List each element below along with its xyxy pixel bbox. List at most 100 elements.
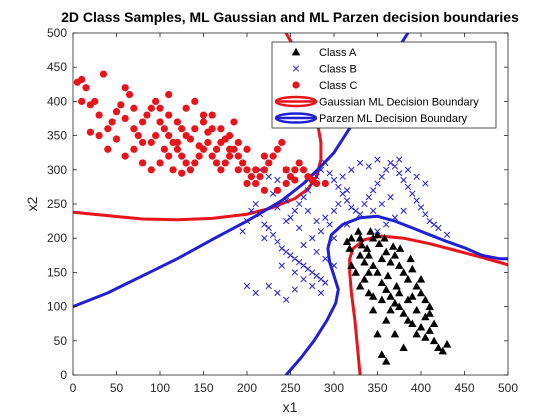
y-tick-label: 500 [47, 26, 67, 40]
class-c-point-100 [230, 118, 238, 126]
class-c-point-42 [252, 179, 260, 188]
class-c-point-38 [234, 152, 242, 160]
class-b-point-2 [243, 217, 251, 225]
class-c-point-52 [295, 159, 303, 167]
class-a-point-6 [368, 234, 378, 242]
class-b-point-76 [317, 228, 325, 235]
class-c-point-24 [173, 145, 181, 153]
class-b-point-42 [378, 173, 386, 180]
class-b-point-77 [326, 221, 333, 228]
class-c-point-94 [178, 125, 186, 133]
class-b-point-69 [317, 289, 325, 297]
class-a-point-65 [408, 292, 417, 300]
class-b-point-47 [400, 176, 407, 184]
class-b-point-58 [391, 214, 399, 221]
class-a-point-54 [355, 281, 365, 290]
class-b-point-25 [304, 187, 312, 194]
class-c-point-63 [121, 152, 129, 160]
class-a-point-4 [357, 240, 367, 249]
class-b-point-6 [261, 221, 268, 228]
class-b-point-88 [369, 207, 377, 214]
class-b-point-1 [239, 228, 246, 235]
x-tick-label: 400 [411, 381, 431, 395]
class-c-point-13 [125, 90, 134, 99]
class-a-point-50 [382, 316, 391, 324]
class-b-point-96 [304, 207, 312, 214]
class-a-point-33 [416, 322, 426, 331]
class-a-point-24 [377, 278, 387, 287]
class-b-point-53 [426, 217, 433, 225]
class-c-point-15 [134, 132, 142, 140]
chart-title: 2D Class Samples, ML Gaussian and ML Par… [61, 9, 519, 25]
class-a-point-45 [360, 275, 369, 283]
class-a-point-3 [354, 227, 363, 235]
class-c-point-81 [182, 104, 190, 112]
class-b-point-17 [309, 269, 316, 276]
class-c-point-2 [78, 75, 86, 84]
class-b-point-72 [282, 296, 290, 303]
class-b-point-36 [352, 207, 359, 214]
x-tick-label: 200 [237, 381, 257, 395]
class-a-point-47 [347, 261, 356, 269]
class-c-point-62 [112, 135, 121, 143]
class-b-point-37 [356, 211, 364, 218]
class-b-point-79 [274, 204, 281, 211]
class-c-point-105 [165, 90, 173, 99]
class-c-point-49 [282, 166, 290, 174]
class-c-point-61 [104, 145, 112, 153]
class-b-point-82 [356, 159, 364, 167]
class-b-point-55 [435, 224, 442, 232]
class-a-point-57 [386, 305, 395, 314]
x-tick-label: 350 [367, 381, 387, 395]
legend-label-class-c: Class C [319, 80, 358, 92]
class-a-point-49 [364, 268, 373, 276]
y-tick-label: 350 [47, 129, 67, 143]
x-axis-ticks: 0 50 100 150 200 250 300 350 400 450 500 [70, 33, 518, 395]
class-a-point-18 [408, 264, 417, 273]
class-c-point-99 [221, 135, 229, 143]
class-c-point-110 [260, 186, 268, 194]
class-a-point-64 [392, 281, 401, 290]
class-b-point-95 [374, 156, 381, 163]
y-tick-label: 200 [47, 231, 67, 245]
parzen-ml-decision-boundary-segment-2 [284, 214, 508, 375]
class-c-point-9 [108, 118, 116, 126]
class-b-point-73 [291, 286, 299, 293]
y-tick-label: 0 [60, 368, 67, 382]
class-a-point-25 [382, 285, 391, 293]
sample-points [73, 70, 452, 365]
class-a-point-37 [434, 343, 443, 351]
class-c-point-60 [95, 132, 103, 140]
class-b-point-68 [309, 282, 316, 290]
class-b-point-71 [274, 289, 281, 297]
class-b-point-45 [391, 163, 399, 170]
class-b-point-34 [343, 197, 351, 204]
class-b-point-43 [383, 166, 390, 173]
class-a-point-16 [399, 268, 408, 276]
class-c-point-32 [208, 152, 216, 160]
legend-label-gaussian-ml-decision-boundary: Gaussian ML Decision Boundary [319, 97, 479, 109]
class-b-point-103 [282, 217, 290, 225]
class-a-point-73 [366, 227, 375, 235]
class-a-point-68 [355, 234, 365, 242]
class-b-point-59 [383, 221, 390, 228]
class-c-point-27 [186, 166, 195, 174]
class-b-point-60 [374, 228, 381, 235]
class-c-point-73 [208, 111, 216, 119]
class-a-point-74 [380, 234, 389, 242]
legend-label-class-b: Class B [319, 64, 357, 76]
class-b-point-38 [361, 200, 368, 208]
x-tick-label: 300 [324, 381, 344, 395]
class-c-point-10 [112, 108, 121, 116]
class-c-point-8 [104, 125, 112, 133]
class-c-point-86 [226, 145, 234, 153]
class-c-point-106 [178, 169, 186, 177]
class-c-point-28 [191, 159, 199, 167]
class-b-point-20 [322, 279, 329, 286]
y-tick-label: 50 [54, 334, 68, 348]
class-c-point-53 [299, 166, 308, 174]
class-b-point-84 [339, 173, 346, 180]
class-b-point-54 [430, 221, 438, 228]
class-c-point-77 [243, 145, 251, 153]
class-c-point-89 [252, 166, 260, 174]
